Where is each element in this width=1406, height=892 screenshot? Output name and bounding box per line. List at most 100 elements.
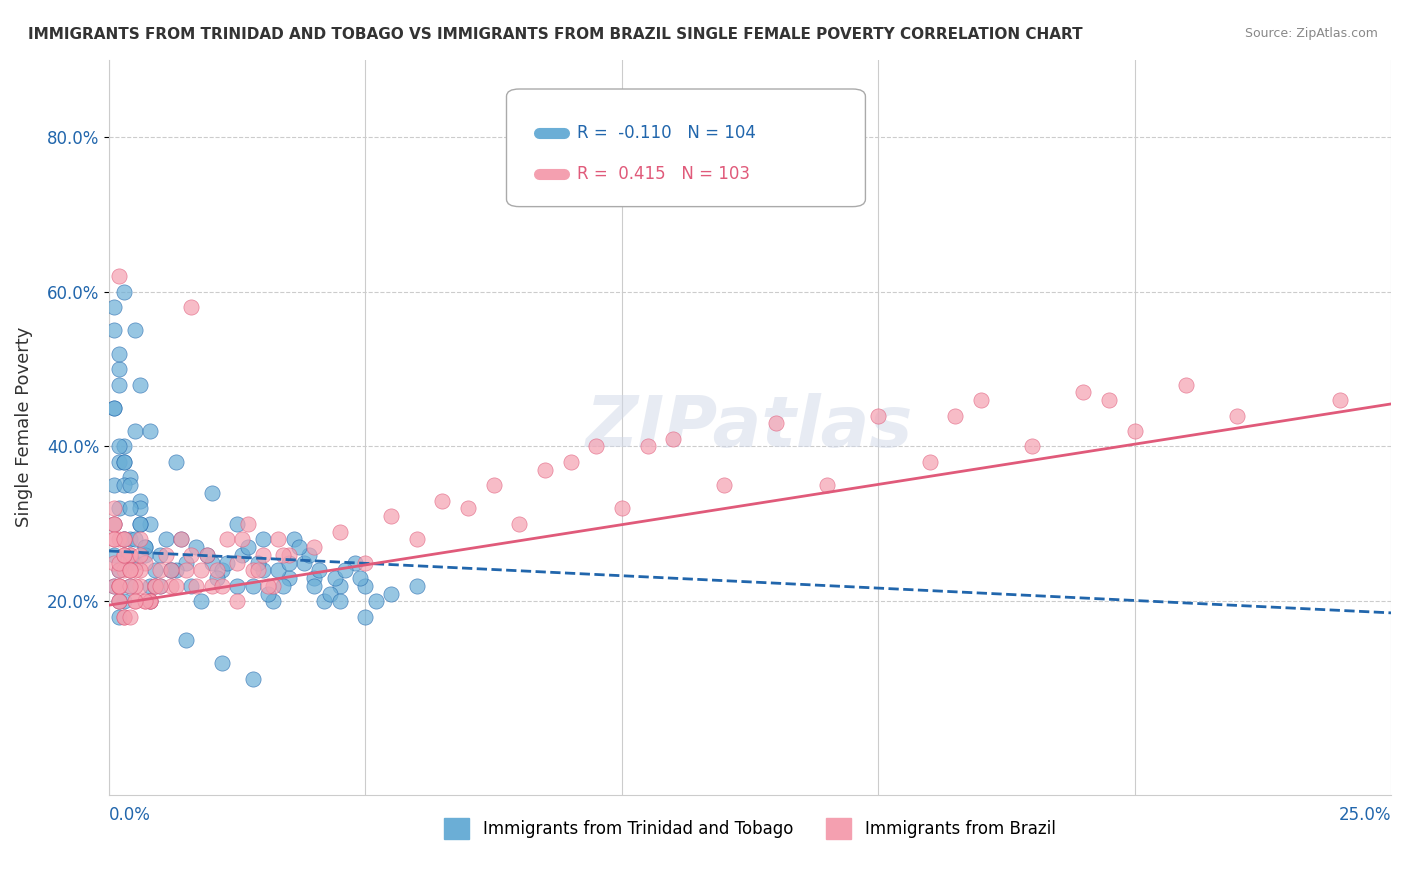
Point [103, 401, 125, 415]
Point [273, 579, 295, 593]
Point [943, 409, 966, 423]
Point [143, 563, 166, 577]
Point [267, 533, 290, 547]
Point [1021, 440, 1043, 454]
Point [108, 533, 131, 547]
Point [1073, 385, 1095, 400]
Point [815, 478, 838, 492]
Point [108, 455, 131, 469]
Point [482, 478, 505, 492]
Point [103, 579, 125, 593]
Point [246, 556, 269, 570]
Point [205, 571, 228, 585]
Point [159, 563, 181, 577]
Point [765, 417, 787, 431]
Point [457, 501, 479, 516]
Point [143, 579, 166, 593]
Point [118, 548, 141, 562]
Text: Source: ZipAtlas.com: Source: ZipAtlas.com [1244, 27, 1378, 40]
Point [180, 548, 202, 562]
Point [190, 563, 212, 577]
Point [124, 556, 146, 570]
Point [118, 501, 141, 516]
Point [302, 540, 325, 554]
Point [267, 563, 290, 577]
Point [174, 556, 197, 570]
Point [180, 579, 202, 593]
Point [242, 672, 264, 686]
Point [174, 563, 197, 577]
Point [174, 632, 197, 647]
Point [195, 548, 218, 562]
Point [298, 548, 321, 562]
Point [283, 533, 305, 547]
Point [1329, 393, 1351, 408]
Point [114, 533, 136, 547]
Point [118, 563, 141, 577]
Point [139, 579, 162, 593]
Point [114, 455, 136, 469]
Point [134, 548, 156, 562]
Point [103, 516, 125, 531]
Point [662, 432, 685, 446]
Point [118, 556, 141, 570]
Point [128, 501, 150, 516]
Point [159, 563, 181, 577]
Point [560, 455, 582, 469]
Point [118, 579, 141, 593]
Point [159, 563, 181, 577]
Point [128, 377, 150, 392]
Point [139, 424, 162, 438]
Point [134, 556, 156, 570]
Point [108, 346, 131, 360]
Point [918, 455, 941, 469]
Point [277, 571, 299, 585]
Point [292, 556, 315, 570]
Point [108, 609, 131, 624]
Point [128, 579, 150, 593]
Point [201, 556, 224, 570]
Point [149, 579, 172, 593]
Point [149, 548, 172, 562]
Point [103, 401, 125, 415]
Y-axis label: Single Female Poverty: Single Female Poverty [15, 327, 32, 527]
FancyBboxPatch shape [506, 89, 866, 207]
Point [211, 563, 233, 577]
Point [124, 594, 146, 608]
Point [534, 463, 557, 477]
Point [108, 563, 131, 577]
Point [128, 548, 150, 562]
Point [134, 594, 156, 608]
Point [128, 563, 150, 577]
Point [329, 594, 352, 608]
Point [242, 563, 264, 577]
Point [364, 594, 387, 608]
Point [323, 571, 346, 585]
Point [108, 377, 131, 392]
Point [114, 285, 136, 299]
Point [108, 579, 131, 593]
Point [118, 609, 141, 624]
Point [134, 594, 156, 608]
Point [124, 594, 146, 608]
Point [103, 516, 125, 531]
Point [139, 594, 162, 608]
Point [318, 586, 340, 600]
Point [211, 579, 233, 593]
Point [349, 571, 371, 585]
Point [236, 516, 259, 531]
Point [103, 323, 125, 337]
Point [118, 470, 141, 484]
Point [405, 533, 427, 547]
Text: R =  -0.110   N = 104: R = -0.110 N = 104 [576, 124, 756, 142]
Point [165, 455, 187, 469]
Point [246, 563, 269, 577]
Point [108, 269, 131, 284]
Point [128, 533, 150, 547]
Point [257, 586, 280, 600]
Point [124, 579, 146, 593]
Point [128, 516, 150, 531]
Point [124, 424, 146, 438]
Text: ZIPatlas: ZIPatlas [586, 392, 914, 462]
Point [186, 579, 208, 593]
